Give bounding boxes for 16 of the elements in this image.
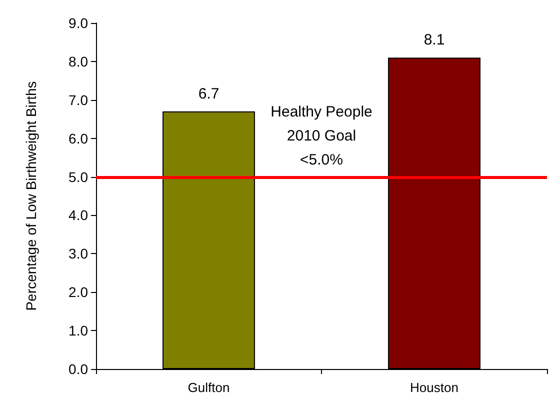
y-tick-label: 2.0 — [68, 284, 88, 300]
y-tick-label: 9.0 — [68, 15, 88, 31]
y-tick-label: 7.0 — [68, 92, 88, 108]
y-tick-label: 4.0 — [68, 207, 88, 224]
data-label: 6.7 — [198, 85, 220, 102]
y-tick-label: 1.0 — [68, 322, 88, 339]
y-tick-label: 8.0 — [68, 53, 88, 70]
x-tick-label: Houston — [410, 380, 458, 395]
ref-line-label: Healthy People 2010 Goal <5.0% — [270, 103, 372, 168]
x-tick-label: Gulfton — [188, 380, 230, 395]
y-axis-title: Percentage of Low Birthweight Births — [23, 81, 39, 311]
data-label: 8.1 — [424, 32, 445, 49]
y-tick-label: 6.0 — [68, 130, 88, 146]
y-tick-label: 3.0 — [68, 246, 88, 262]
y-tick-label: 5.0 — [68, 168, 88, 185]
y-tick-label: 0.0 — [68, 361, 88, 377]
